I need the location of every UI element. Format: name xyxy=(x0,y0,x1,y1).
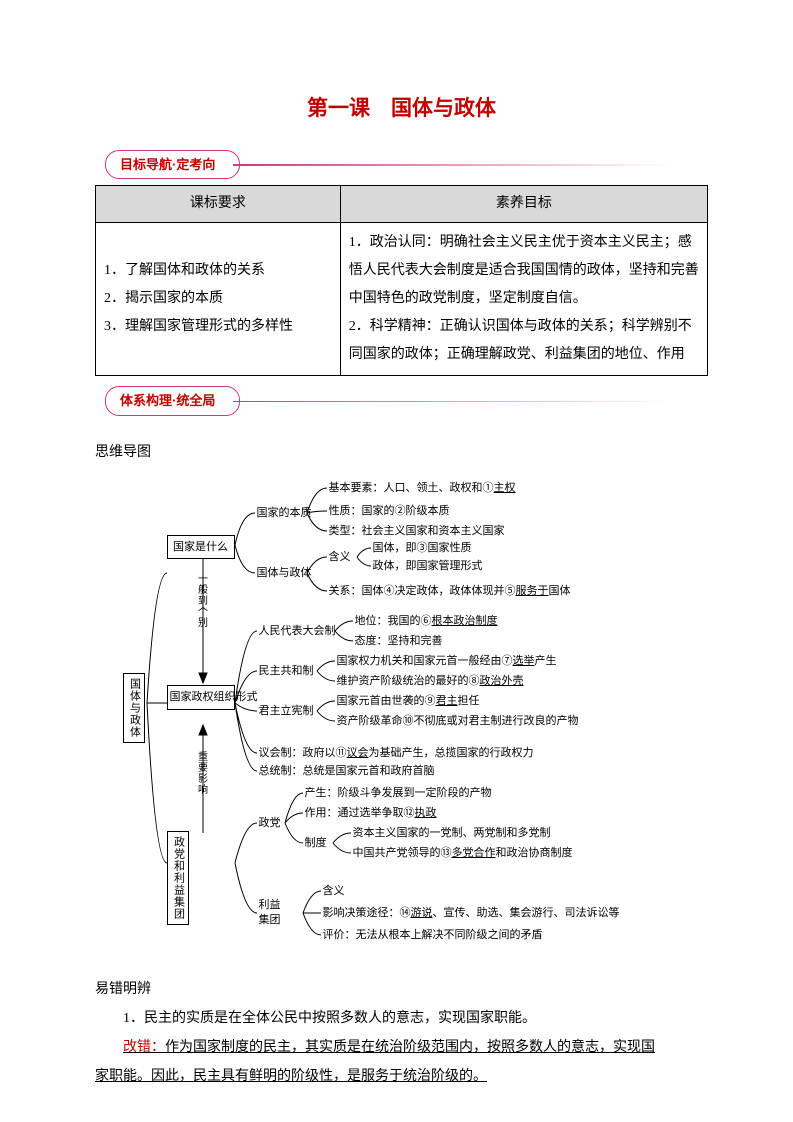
leaf: 评价：无法从根本上解决不同阶级之间的矛盾 xyxy=(323,928,543,942)
leaf: 含义 xyxy=(329,550,351,564)
mindmap: 国体与政体 国家是什么 国家的本质 基本要素：人口、领土、政权和①主权 性质：国… xyxy=(117,473,687,963)
table-cell-left: 1．了解国体和政体的关系 2．揭示国家的本质 3．理解国家管理形式的多样性 xyxy=(96,223,341,376)
leaf: 国家元首由世袭的⑨君主担任 xyxy=(337,694,480,708)
root-node: 国体与政体 xyxy=(123,673,145,743)
sub-label: 君主立宪制 xyxy=(259,704,314,718)
rel-label-1: 一般到个别 xyxy=(195,573,208,628)
leaf: 议会制：政府以⑪议会为基础产生，总揽国家的行政权力 xyxy=(259,746,534,760)
goal-item: 1．政治认同：明确社会主义民主优于资本主义民主；感悟人民代表大会制度是适合我国国… xyxy=(349,229,699,313)
leaf: 基本要素：人口、领土、政权和①主权 xyxy=(329,481,516,495)
requirements-table: 课标要求 素养目标 1．了解国体和政体的关系 2．揭示国家的本质 3．理解国家管… xyxy=(95,185,708,376)
branch2-label: 国家政权组织形式 xyxy=(167,685,235,710)
table-header-right: 素养目标 xyxy=(340,186,707,223)
mindmap-title: 思维导图 xyxy=(95,440,708,465)
sub-label: 利益集团 xyxy=(259,898,281,929)
leaf: 产生：阶级斗争发展到一定阶段的产物 xyxy=(305,786,492,800)
leaf: 资本主义国家的一党制、两党制和多党制 xyxy=(353,826,551,840)
correction-line-1: 改错：作为国家制度的民主，其实质是在统治阶级范围内，按照多数人的意志，实现国 xyxy=(95,1035,708,1060)
leaf: 地位：我国的⑥根本政治制度 xyxy=(355,614,498,628)
leaf: 态度：坚持和完善 xyxy=(355,634,443,648)
leaf: 资产阶级革命⑩不彻底或对君主制进行改良的产物 xyxy=(337,714,579,728)
leaf: 国家权力机关和国家元首一般经由⑦选举产生 xyxy=(337,654,557,668)
leaf: 国体，即③国家性质 xyxy=(373,541,472,555)
sub-label: 国体与政体 xyxy=(257,566,312,580)
correction-label: 改错： xyxy=(123,1040,165,1055)
table-cell-right: 1．政治认同：明确社会主义民主优于资本主义民主；感悟人民代表大会制度是适合我国国… xyxy=(340,223,707,376)
leaf: 影响决策途径：⑭游说、宣传、助选、集会游行、司法诉讼等 xyxy=(323,906,620,920)
rel-label-2: 重要影响 xyxy=(195,751,208,795)
leaf: 关系：国体④决定政体，政体体现并⑤服务于国体 xyxy=(329,584,571,598)
section-header-2: 体系构理·统全局 xyxy=(105,386,240,415)
table-header-left: 课标要求 xyxy=(96,186,341,223)
leaf: 含义 xyxy=(323,884,345,898)
errata-item: 1．民主的实质是在全体公民中按照多数人的意志，实现国家职能。 xyxy=(95,1006,708,1031)
leaf: 政体，即国家管理形式 xyxy=(373,559,483,573)
leaf: 作用：通过选举争取⑫执政 xyxy=(305,806,437,820)
leaf: 类型：社会主义国家和资本主义国家 xyxy=(329,524,505,538)
leaf: 中国共产党领导的⑬多党合作和政治协商制度 xyxy=(353,846,573,860)
req-item: 1．了解国体和政体的关系 xyxy=(104,257,332,285)
section-header-1: 目标导航·定考向 xyxy=(105,150,240,179)
leaf: 性质：国家的②阶级本质 xyxy=(329,504,450,518)
req-item: 3．理解国家管理形式的多样性 xyxy=(104,313,332,341)
leaf: 维护资产阶级统治的最好的⑧政治外壳 xyxy=(337,674,524,688)
sub-label: 国家的本质 xyxy=(257,506,312,520)
sub-label: 政党 xyxy=(259,816,281,830)
branch3-label: 政党和利益集团 xyxy=(167,831,189,925)
goal-item: 2．科学精神：正确认识国体与政体的关系；科学辨别不同国家的政体；正确理解政党、利… xyxy=(349,313,699,369)
sub-label: 民主共和制 xyxy=(259,664,314,678)
errata-title: 易错明辨 xyxy=(95,977,708,1002)
leaf: 制度 xyxy=(305,836,327,850)
req-item: 2．揭示国家的本质 xyxy=(104,285,332,313)
sub-label: 人民代表大会制 xyxy=(259,624,336,638)
correction-line-2: 家职能。因此，民主具有鲜明的阶级性，是服务于统治阶级的。 xyxy=(95,1064,708,1089)
leaf: 总统制：总统是国家元首和政府首脑 xyxy=(259,764,435,778)
page-title: 第一课 国体与政体 xyxy=(95,90,708,128)
branch1-label: 国家是什么 xyxy=(167,535,235,559)
